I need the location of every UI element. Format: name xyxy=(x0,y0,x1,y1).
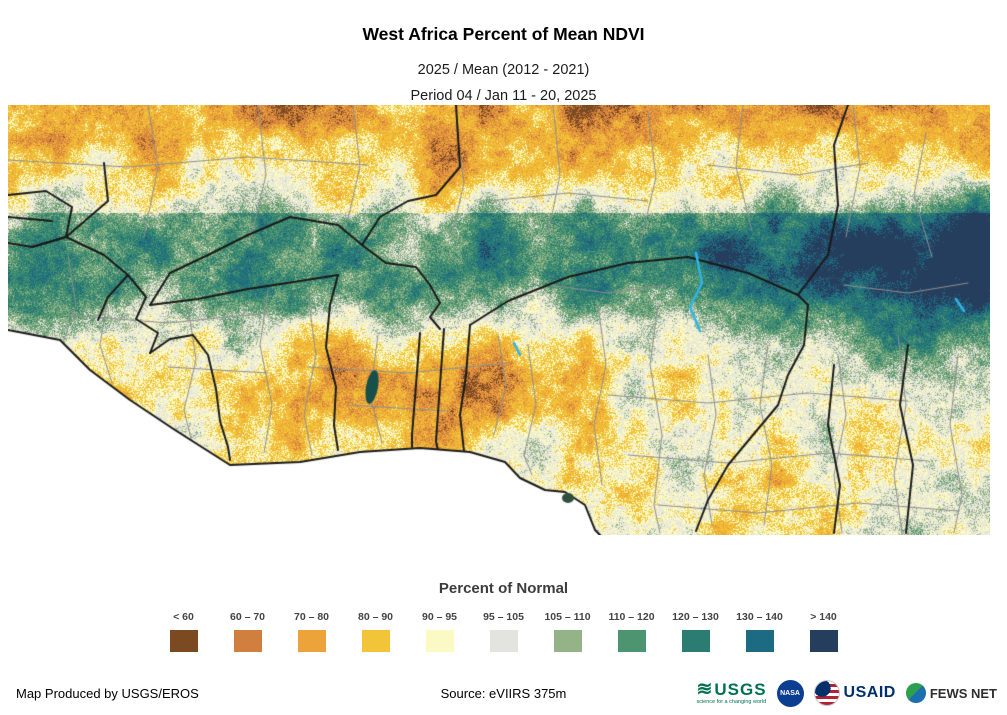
legend-class-8: 120 – 130 xyxy=(672,611,719,652)
usgs-wordmark: ≋ USGS xyxy=(696,680,766,699)
legend-class-10: > 140 xyxy=(808,611,840,652)
legend-class-label: < 60 xyxy=(173,611,194,623)
fewsnet-logo: FEWS NET xyxy=(905,683,997,703)
legend-class-swatch xyxy=(617,630,646,652)
legend-class-label: 90 – 95 xyxy=(421,611,458,623)
nasa-text: NASA xyxy=(780,689,800,697)
legend-class-label: 110 – 120 xyxy=(608,611,655,623)
legend-class-swatch xyxy=(425,630,454,652)
legend-class-label: 95 – 105 xyxy=(483,611,524,623)
legend-title: Percent of Normal xyxy=(438,580,569,597)
legend-class-swatch xyxy=(297,630,326,652)
legend-class-swatch xyxy=(489,630,518,652)
logo-strip: ≋ USGS science for a changing world NASA… xyxy=(696,674,997,712)
usgs-logo: ≋ USGS science for a changing world xyxy=(696,680,766,706)
legend-class-swatch xyxy=(361,630,390,652)
usaid-logo: USAID xyxy=(813,680,896,706)
legend-class-swatch xyxy=(553,630,582,652)
ndvi-map xyxy=(8,105,990,535)
produced-by-text: Map Produced by USGS/EROS xyxy=(16,686,199,701)
nasa-logo: NASA xyxy=(776,679,804,707)
legend-class-label: 120 – 130 xyxy=(672,611,719,623)
legend-class-1: 60 – 70 xyxy=(229,611,266,652)
legend-class-label: 60 – 70 xyxy=(229,611,266,623)
subtitle-period: Period 04 / Jan 11 - 20, 2025 xyxy=(410,88,597,104)
legend-class-label: 80 – 90 xyxy=(357,611,394,623)
subtitle-comparison: 2025 / Mean (2012 - 2021) xyxy=(417,62,590,78)
source-text: Source: eVIIRS 375m xyxy=(440,686,567,701)
legend-class-4: 90 – 95 xyxy=(421,611,458,652)
legend-class-0: < 60 xyxy=(168,611,200,652)
fewsnet-globe-icon xyxy=(905,683,926,703)
legend-class-label: > 140 xyxy=(810,611,837,623)
legend-class-6: 105 – 110 xyxy=(544,611,591,652)
legend: < 60 60 – 70 70 – 80 80 – 90 90 – 95 95 – 105… xyxy=(0,611,1007,652)
usgs-wave-icon: ≋ xyxy=(696,679,713,701)
ndvi-raster-canvas xyxy=(8,105,990,535)
legend-class-swatch xyxy=(681,630,710,652)
fewsnet-text: FEWS NET xyxy=(929,685,997,701)
usaid-flag-icon xyxy=(813,680,840,706)
legend-class-7: 110 – 120 xyxy=(608,611,655,652)
legend-class-3: 80 – 90 xyxy=(357,611,394,652)
legend-class-2: 70 – 80 xyxy=(293,611,330,652)
legend-class-label: 130 – 140 xyxy=(736,611,783,623)
legend-class-label: 70 – 80 xyxy=(293,611,330,623)
legend-class-swatch xyxy=(745,630,774,652)
legend-class-5: 95 – 105 xyxy=(483,611,524,652)
usgs-tagline: science for a changing world xyxy=(696,699,767,706)
legend-class-swatch xyxy=(169,630,198,652)
legend-class-label: 105 – 110 xyxy=(544,611,591,623)
legend-class-swatch xyxy=(233,630,262,652)
usgs-text: USGS xyxy=(714,680,767,700)
usaid-text: USAID xyxy=(843,684,896,701)
legend-class-swatch xyxy=(809,630,838,652)
legend-class-9: 130 – 140 xyxy=(736,611,783,652)
page-title: West Africa Percent of Mean NDVI xyxy=(362,24,645,44)
